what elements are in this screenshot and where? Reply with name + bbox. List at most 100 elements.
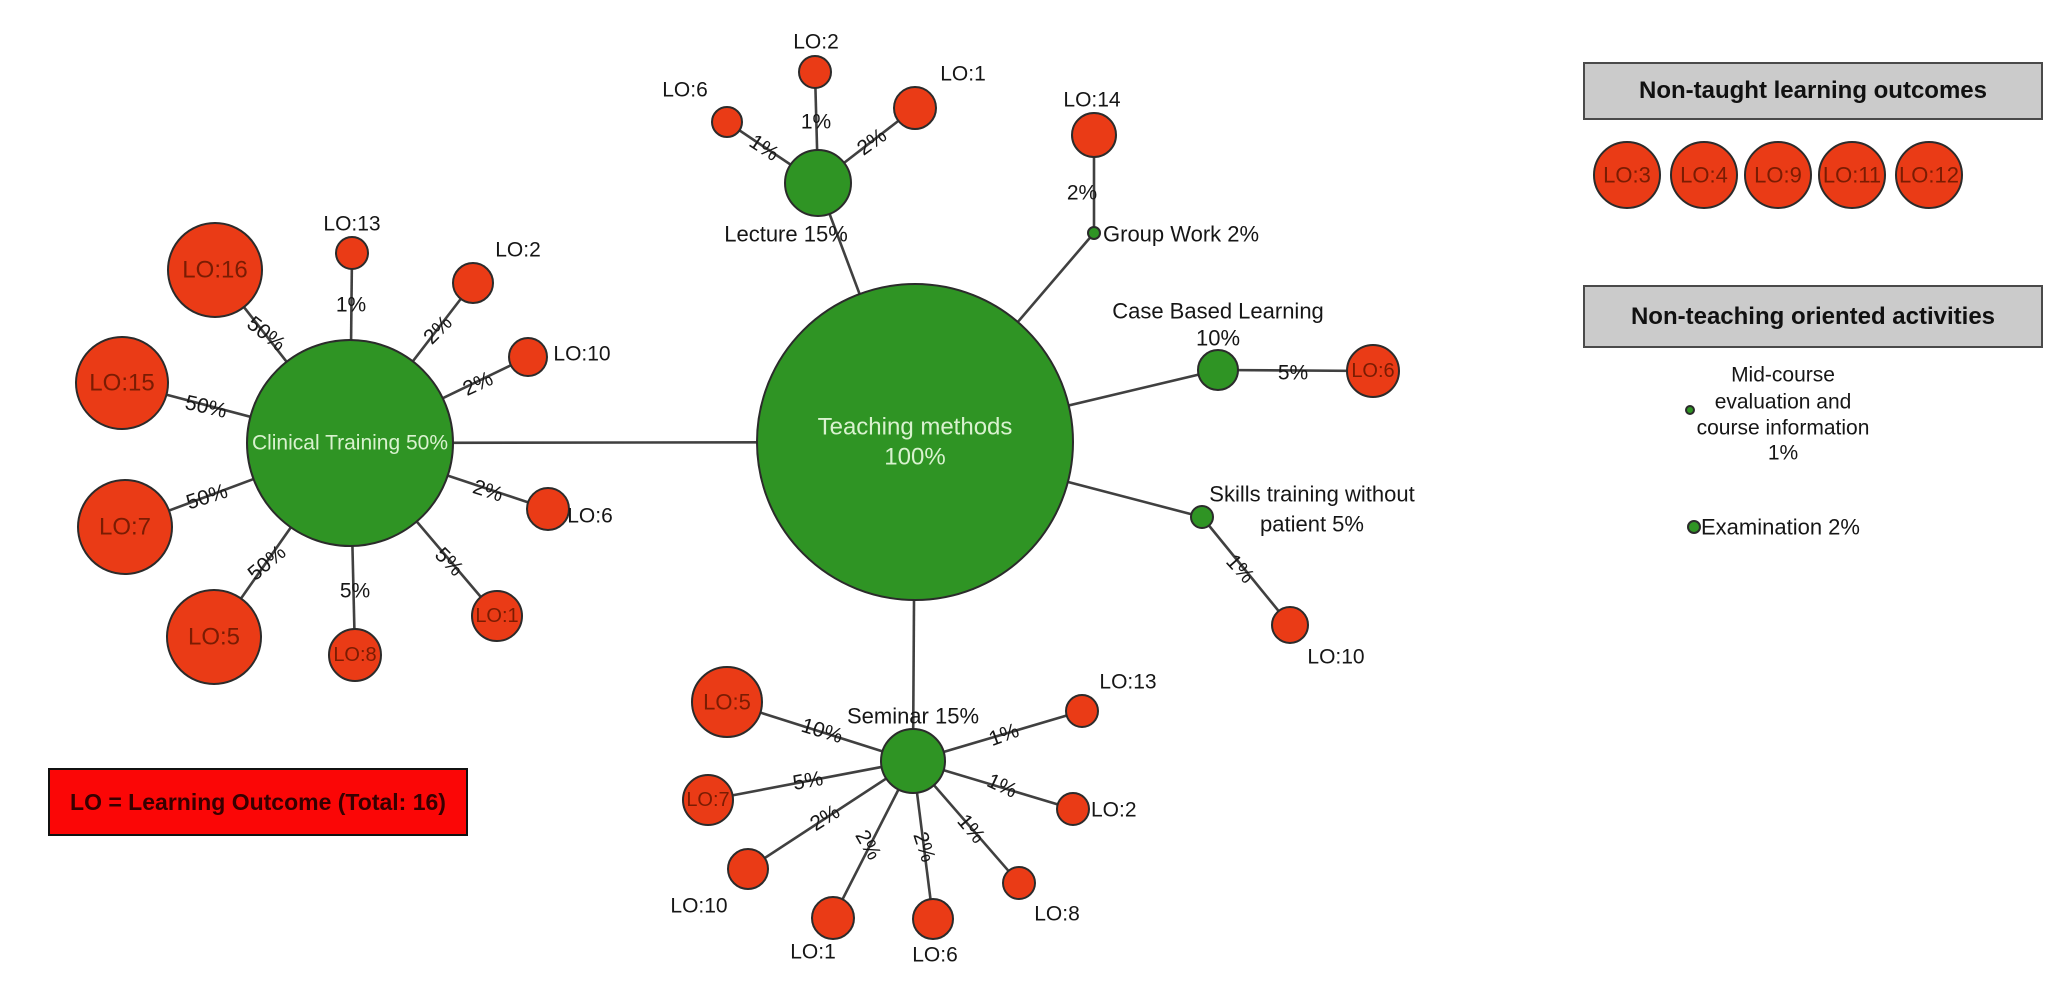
- label-lecture: Lecture 15%: [724, 222, 848, 247]
- edge-clinical-lo6-label: 2%: [470, 475, 506, 506]
- node-lecture-lo2-circle: [798, 55, 832, 89]
- node-skills-training-circle: [1190, 505, 1214, 529]
- edge-lecture-lo6-label: 1%: [745, 130, 783, 166]
- node-seminar-lo1-circle: [811, 896, 855, 940]
- node-clinical-lo15: LO:15: [75, 336, 169, 430]
- label-case-based-learning-pct: 10%: [1196, 326, 1240, 351]
- node-nontaught-lo9-label: LO:9: [1754, 163, 1802, 188]
- label-seminar-lo10: LO:10: [670, 895, 727, 918]
- label-lecture-lo6: LO:6: [662, 79, 708, 102]
- node-teaching-methods-label: Teaching methods: [818, 414, 1013, 441]
- label-clinical-lo10: LO:10: [553, 343, 610, 366]
- node-seminar: [880, 728, 946, 794]
- label-seminar-lo8: LO:8: [1034, 903, 1080, 926]
- node-midcourse-dot-circle: [1685, 405, 1695, 415]
- edge-clinical-lo15-label: 50%: [183, 391, 229, 423]
- node-seminar-lo2: [1056, 792, 1090, 826]
- node-nontaught-lo4: LO:4: [1670, 141, 1738, 209]
- node-clinical-lo8: LO:8: [328, 628, 382, 682]
- node-teaching-methods-circle: [756, 283, 1074, 601]
- node-lecture-lo1: [893, 86, 937, 130]
- node-clinical-lo15-label: LO:15: [89, 370, 154, 397]
- node-nontaught-lo3-circle: [1593, 141, 1661, 209]
- node-clinical-lo6-circle: [526, 487, 570, 531]
- edge-clinical-lo13-label: 1%: [336, 294, 366, 317]
- node-seminar-lo10: [727, 848, 769, 890]
- legend-box: LO = Learning Outcome (Total: 16): [48, 768, 468, 836]
- node-clinical-lo8-label: LO:8: [333, 644, 376, 666]
- edge-clinical-lo5-label: 50%: [244, 541, 291, 586]
- node-clinical-training-label: Clinical Training 50%: [252, 432, 448, 455]
- node-seminar-lo13: [1065, 694, 1099, 728]
- node-lecture-lo1-circle: [893, 86, 937, 130]
- label-midcourse-4: 1%: [1768, 442, 1798, 465]
- edge-clinical-lo10-label: 2%: [459, 367, 496, 401]
- edge-seminar-lo13-label: 1%: [986, 719, 1022, 751]
- node-clinical-lo6: [526, 487, 570, 531]
- node-lecture-lo2: [798, 55, 832, 89]
- node-seminar-lo8-circle: [1002, 866, 1036, 900]
- node-nontaught-lo3: LO:3: [1593, 141, 1661, 209]
- edge-clinical-lo8-label: 5%: [340, 580, 370, 603]
- label-clinical-lo13: LO:13: [323, 213, 380, 236]
- node-clinical-lo16-label: LO:16: [182, 257, 247, 284]
- node-seminar-lo5-label: LO:5: [703, 690, 751, 715]
- node-clinical-lo1-circle: [471, 590, 523, 642]
- node-seminar-lo2-circle: [1056, 792, 1090, 826]
- node-clinical-lo13: [335, 236, 369, 270]
- label-lecture-lo2: LO:2: [793, 31, 839, 54]
- node-clinical-lo15-circle: [75, 336, 169, 430]
- node-clinical-lo5-circle: [166, 589, 262, 685]
- edge-lecture-lo2-label: 1%: [801, 111, 831, 134]
- node-nontaught-lo12-circle: [1895, 141, 1963, 209]
- node-clinical-lo13-circle: [335, 236, 369, 270]
- edge-seminar-lo2-label: 1%: [983, 769, 1020, 803]
- node-case-based-learning-circle: [1197, 349, 1239, 391]
- node-lecture-lo6: [711, 106, 743, 138]
- label-skills-training-2: patient 5%: [1260, 512, 1364, 537]
- edge-skills-lo10-label: 1%: [1221, 550, 1258, 588]
- edge-skills-lo10: [1200, 516, 1292, 626]
- edge-seminar-lo1-label: 2%: [850, 826, 885, 864]
- node-nontaught-lo11: LO:11: [1818, 141, 1886, 209]
- node-clinical-lo8-circle: [328, 628, 382, 682]
- node-seminar-lo8: [1002, 866, 1036, 900]
- edge-groupwork-lo14-label: 2%: [1067, 182, 1097, 205]
- non-taught-header: Non-taught learning outcomes: [1583, 62, 2043, 120]
- label-seminar: Seminar 15%: [847, 704, 979, 729]
- node-nontaught-lo9-circle: [1744, 141, 1812, 209]
- node-examination-dot: [1687, 520, 1701, 534]
- label-group-work: Group Work 2%: [1103, 222, 1259, 247]
- node-seminar-lo13-circle: [1065, 694, 1099, 728]
- edge-clinical-lo7-label: 50%: [183, 480, 230, 515]
- label-midcourse-1: Mid-course: [1731, 364, 1835, 387]
- label-clinical-lo2: LO:2: [495, 239, 541, 262]
- node-clinical-lo1: LO:1: [471, 590, 523, 642]
- label-skills-training-1: Skills training without: [1209, 482, 1414, 507]
- node-groupwork-lo14: [1071, 112, 1117, 158]
- label-skills-lo10: LO:10: [1307, 646, 1364, 669]
- node-nontaught-lo12-label: LO:12: [1899, 163, 1959, 188]
- label-examination: Examination 2%: [1701, 515, 1860, 540]
- node-clinical-training-circle: [246, 339, 454, 547]
- node-midcourse-dot: [1685, 405, 1695, 415]
- node-skills-lo10-circle: [1271, 606, 1309, 644]
- node-seminar-circle: [880, 728, 946, 794]
- node-groupwork-lo14-circle: [1071, 112, 1117, 158]
- edge-seminar-lo7-label: 5%: [791, 767, 825, 795]
- node-seminar-lo5: LO:5: [691, 666, 763, 738]
- node-cbl-lo6: LO:6: [1346, 344, 1400, 398]
- label-midcourse-2: evaluation and: [1715, 391, 1852, 414]
- edge-seminar-lo10-label: 2%: [806, 800, 844, 836]
- edge-clinical-lo2-label: 2%: [419, 311, 457, 349]
- node-clinical-lo2-circle: [452, 262, 494, 304]
- node-skills-training: [1190, 505, 1214, 529]
- node-clinical-lo16: LO:16: [167, 222, 263, 318]
- node-seminar-lo10-circle: [727, 848, 769, 890]
- node-teaching-methods: Teaching methods 100%: [756, 283, 1074, 601]
- node-group-work-circle: [1087, 226, 1101, 240]
- edge-clinical-lo16-label: 50%: [242, 312, 289, 356]
- node-clinical-training: Clinical Training 50%: [246, 339, 454, 547]
